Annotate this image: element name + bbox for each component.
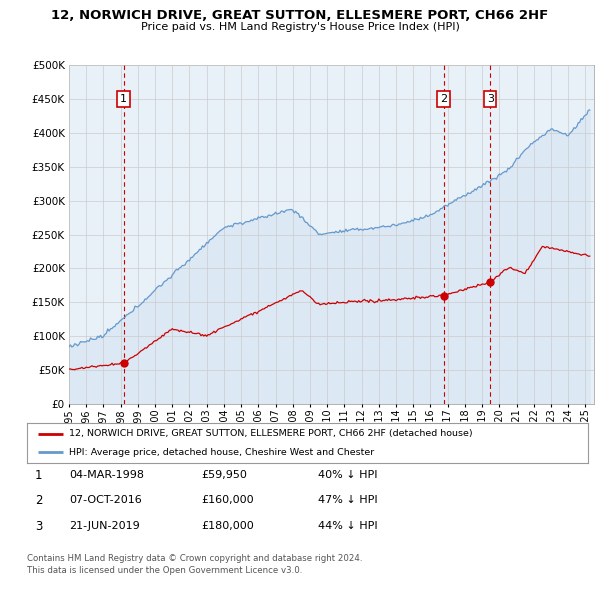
Text: £160,000: £160,000 <box>201 496 254 505</box>
Text: 3: 3 <box>487 94 494 104</box>
Text: Price paid vs. HM Land Registry's House Price Index (HPI): Price paid vs. HM Land Registry's House … <box>140 22 460 32</box>
Text: 07-OCT-2016: 07-OCT-2016 <box>69 496 142 505</box>
Text: 47% ↓ HPI: 47% ↓ HPI <box>318 496 377 505</box>
Text: Contains HM Land Registry data © Crown copyright and database right 2024.: Contains HM Land Registry data © Crown c… <box>27 553 362 563</box>
Text: 40% ↓ HPI: 40% ↓ HPI <box>318 470 377 480</box>
Text: 2: 2 <box>35 494 42 507</box>
Text: 04-MAR-1998: 04-MAR-1998 <box>69 470 144 480</box>
Text: 3: 3 <box>35 520 42 533</box>
Text: 1: 1 <box>120 94 127 104</box>
Text: 44% ↓ HPI: 44% ↓ HPI <box>318 521 377 530</box>
Text: 2: 2 <box>440 94 447 104</box>
Text: £59,950: £59,950 <box>201 470 247 480</box>
Text: 21-JUN-2019: 21-JUN-2019 <box>69 521 140 530</box>
Text: HPI: Average price, detached house, Cheshire West and Chester: HPI: Average price, detached house, Ches… <box>69 448 374 457</box>
Text: £180,000: £180,000 <box>201 521 254 530</box>
Text: 12, NORWICH DRIVE, GREAT SUTTON, ELLESMERE PORT, CH66 2HF (detached house): 12, NORWICH DRIVE, GREAT SUTTON, ELLESME… <box>69 430 473 438</box>
Text: 12, NORWICH DRIVE, GREAT SUTTON, ELLESMERE PORT, CH66 2HF: 12, NORWICH DRIVE, GREAT SUTTON, ELLESME… <box>52 9 548 22</box>
Text: This data is licensed under the Open Government Licence v3.0.: This data is licensed under the Open Gov… <box>27 566 302 575</box>
Text: 1: 1 <box>35 469 42 482</box>
